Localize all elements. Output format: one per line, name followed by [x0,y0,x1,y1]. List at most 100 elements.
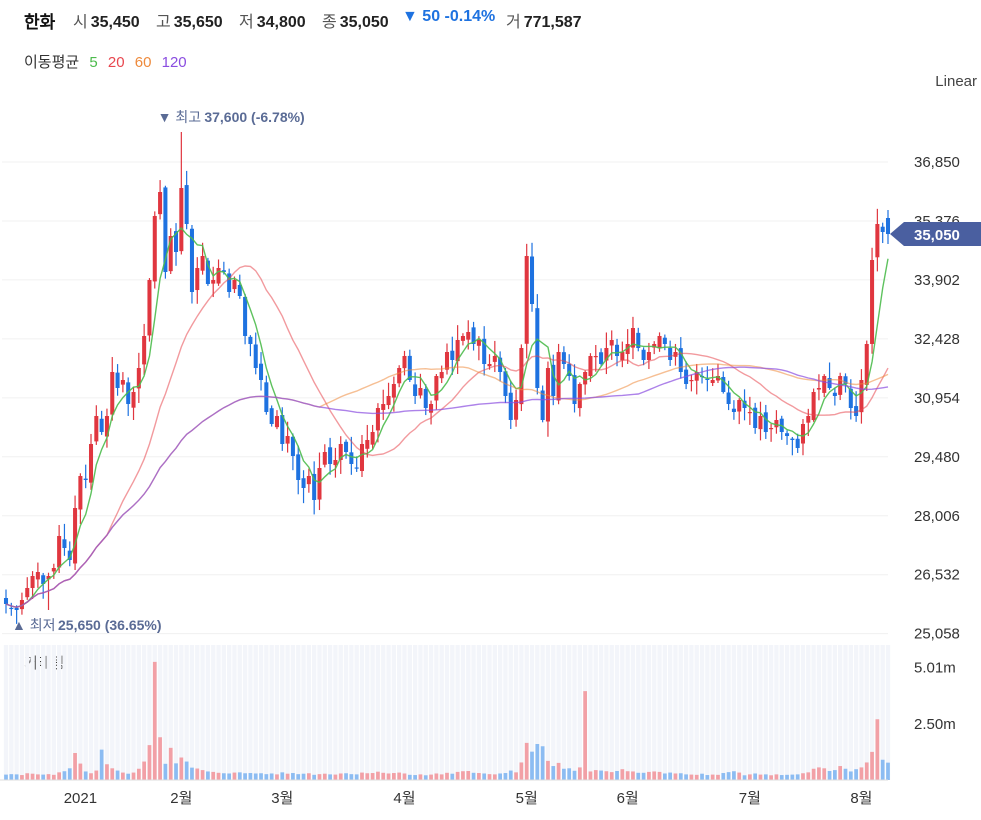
volume-bar [142,761,147,780]
volume-bar [57,772,61,780]
volume-bar [131,772,136,780]
volume-bar [253,773,258,780]
scale-toggle[interactable]: Linear [935,73,977,90]
moving-average-legend[interactable]: 이동평균 5 20 60 120 [24,51,193,72]
volume-stripe [317,645,322,780]
volume-stripe [444,645,450,780]
volume-bar [328,774,332,780]
candle-body [115,372,120,388]
candle-body [870,260,875,344]
volume-bar [508,770,513,780]
ma-120-label[interactable]: 120 [161,54,187,71]
candle-body [333,460,338,466]
volume-stripe [327,645,333,780]
volume-bar [806,772,811,780]
ma-60-label[interactable]: 60 [134,54,152,71]
volume-bar [30,773,35,780]
volume-stripe [397,645,402,780]
volume-stripe [168,645,173,780]
candle-body [19,600,24,610]
candle-body [487,364,492,367]
volume-bar [546,760,550,780]
volume-stripe [14,645,19,780]
candle-body [269,408,274,424]
volume-bar [790,774,795,780]
volume-bar [301,773,306,780]
ma-5-label[interactable]: 5 [89,54,98,71]
volume-stripe [258,645,264,780]
date-tick-label: 2021 [64,790,97,807]
volume-stripe [705,645,710,780]
volume-bar [365,773,370,780]
volume-bar [471,772,476,780]
date-tick-label: 8월 [850,790,872,807]
date-tick-label: 5월 [516,790,538,807]
volume-bar [588,771,593,780]
candle-body [152,216,157,282]
volume-stripe [758,645,763,780]
candle-body [301,478,306,488]
candle-body [577,384,582,409]
candle-body [142,336,147,365]
volume-stripe [136,645,141,780]
volume-bar [732,771,736,780]
volume-bar [78,763,83,780]
volume-bar [572,770,577,780]
volume-bar [338,773,343,780]
candle-body [158,192,163,215]
candle-body [455,340,460,362]
volume-bar [275,774,279,780]
low-value: 34,800 [256,14,306,31]
candle-body [471,327,476,344]
volume-stripe [832,645,838,780]
candle-body [540,390,545,420]
volume-stripe [434,645,439,780]
volume-stripe [72,645,78,780]
volume-stripe [572,645,577,780]
volume-stripe [731,645,737,780]
candle-body [73,508,78,564]
volume-stripe [455,645,460,780]
volume-stripe [625,645,630,780]
volume-bar [673,773,678,780]
volume-bar [14,774,19,780]
candle-body [859,380,864,413]
candle-body [211,280,216,284]
volume-stripe [753,645,758,780]
candle-body [811,392,816,421]
candle-body [232,280,237,290]
volume-bar [859,767,864,780]
volume-bar [418,774,423,780]
volume-stripe [56,645,62,780]
low-marker-label: ▲ 최저 [12,617,56,633]
volume-stripe [285,645,290,780]
volume-stripe [248,645,253,780]
volume-stripe [386,645,391,780]
volume-bar [216,772,221,780]
volume-stripe [418,645,423,780]
candle-body [599,352,604,364]
candle-body [174,231,179,252]
candle-body [14,607,19,610]
volume-stripe [535,645,540,780]
volume-bar [121,772,125,780]
volume-bar [195,768,200,780]
candle-body [312,473,317,500]
candle-body [460,336,465,341]
volume-stripe [790,645,795,780]
volume-bar [105,764,109,780]
candle-body [221,270,226,272]
candle-body [3,598,9,604]
ma-20-label[interactable]: 20 [107,54,125,71]
volume-stripe [141,645,147,780]
candle-body [104,416,109,437]
volume-bar [429,774,433,780]
date-tick-label: 7월 [739,790,761,807]
volume-stripe [189,645,195,780]
open-price: 시 35,450 [73,8,140,32]
volume-stripe [678,645,683,780]
price-tick-label: 33,902 [914,272,960,289]
volume-stripe [221,645,226,780]
volume-stripe [519,645,524,780]
